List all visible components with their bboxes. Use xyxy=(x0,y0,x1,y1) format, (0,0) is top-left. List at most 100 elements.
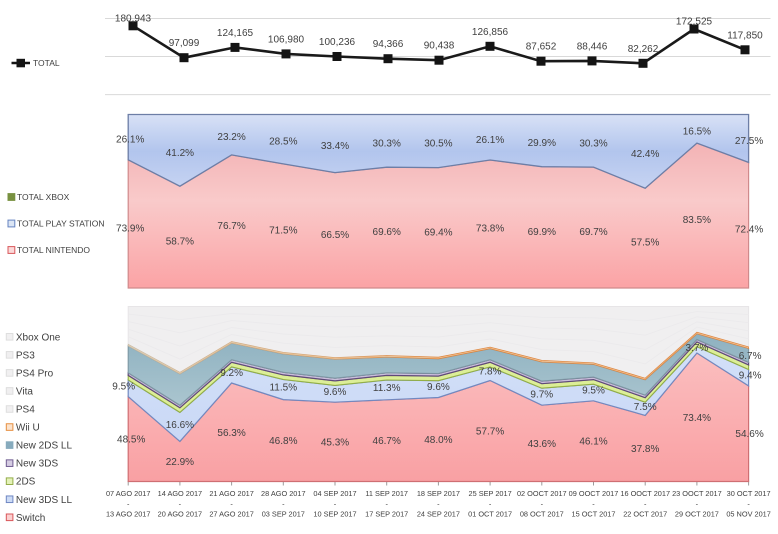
svg-text:24 SEP 2017: 24 SEP 2017 xyxy=(417,510,460,519)
svg-text:14 AGO 2017: 14 AGO 2017 xyxy=(158,489,203,498)
svg-text:20 AGO 2017: 20 AGO 2017 xyxy=(158,510,203,519)
svg-text:09 OOCT 2017: 09 OOCT 2017 xyxy=(569,489,619,498)
svg-text:54.6%: 54.6% xyxy=(735,429,763,440)
svg-text:16.5%: 16.5% xyxy=(683,126,711,137)
svg-text:28.5%: 28.5% xyxy=(269,137,297,148)
svg-text:2DS: 2DS xyxy=(16,477,36,488)
svg-text:90,438: 90,438 xyxy=(424,41,455,52)
svg-text:23 OOCT 2017: 23 OOCT 2017 xyxy=(672,489,722,498)
svg-text:82,262: 82,262 xyxy=(628,44,659,55)
svg-text:-: - xyxy=(696,499,699,508)
svg-text:106,980: 106,980 xyxy=(268,34,305,45)
svg-text:28 AGO 2017: 28 AGO 2017 xyxy=(261,489,306,498)
svg-text:117,850: 117,850 xyxy=(727,30,763,41)
svg-text:21 AGO 2017: 21 AGO 2017 xyxy=(209,489,254,498)
svg-text:97,099: 97,099 xyxy=(169,38,200,49)
svg-text:TOTAL PLAY STATION: TOTAL PLAY STATION xyxy=(17,219,105,229)
svg-text:6.7%: 6.7% xyxy=(739,351,762,362)
svg-text:87,652: 87,652 xyxy=(526,42,557,53)
svg-text:46.1%: 46.1% xyxy=(579,437,607,448)
svg-text:16 OOCT 2017: 16 OOCT 2017 xyxy=(620,489,670,498)
svg-text:9.5%: 9.5% xyxy=(582,386,605,397)
svg-text:57.5%: 57.5% xyxy=(631,238,659,249)
svg-text:-: - xyxy=(179,499,182,508)
svg-text:-: - xyxy=(489,499,492,508)
svg-text:-: - xyxy=(541,499,544,508)
svg-text:48.5%: 48.5% xyxy=(117,435,145,446)
svg-text:11 SEP 2017: 11 SEP 2017 xyxy=(365,489,408,498)
svg-text:-: - xyxy=(127,499,130,508)
svg-text:PS4 Pro: PS4 Pro xyxy=(16,368,54,379)
svg-text:126,856: 126,856 xyxy=(472,27,509,38)
svg-text:-: - xyxy=(747,499,750,508)
svg-text:9.4%: 9.4% xyxy=(739,371,762,382)
svg-text:9.6%: 9.6% xyxy=(324,387,347,398)
svg-text:30.5%: 30.5% xyxy=(424,139,452,150)
svg-text:9.7%: 9.7% xyxy=(530,390,553,401)
svg-text:73.9%: 73.9% xyxy=(116,223,144,234)
svg-text:45.3%: 45.3% xyxy=(321,437,349,448)
svg-text:26.1%: 26.1% xyxy=(476,135,504,146)
svg-text:27 AGO 2017: 27 AGO 2017 xyxy=(209,510,254,519)
svg-text:30 OCT 2017: 30 OCT 2017 xyxy=(727,489,771,498)
svg-text:30.3%: 30.3% xyxy=(579,138,607,149)
svg-text:83.5%: 83.5% xyxy=(683,215,711,226)
svg-text:05 NOV 2017: 05 NOV 2017 xyxy=(726,510,771,519)
svg-text:9.6%: 9.6% xyxy=(427,382,450,393)
svg-text:Vita: Vita xyxy=(16,386,33,397)
svg-text:73.4%: 73.4% xyxy=(683,413,711,424)
svg-text:-: - xyxy=(644,499,647,508)
svg-text:13 AGO 2017: 13 AGO 2017 xyxy=(106,510,151,519)
svg-text:66.5%: 66.5% xyxy=(321,230,349,241)
svg-text:172,525: 172,525 xyxy=(676,17,713,28)
svg-text:11.3%: 11.3% xyxy=(373,383,401,394)
svg-text:48.0%: 48.0% xyxy=(424,435,452,446)
svg-text:11.5%: 11.5% xyxy=(269,383,297,394)
svg-text:69.6%: 69.6% xyxy=(373,227,401,238)
svg-text:42.4%: 42.4% xyxy=(631,149,659,160)
svg-text:04 SEP 2017: 04 SEP 2017 xyxy=(313,489,356,498)
svg-text:15 OCT 2017: 15 OCT 2017 xyxy=(572,510,616,519)
svg-text:3.7%: 3.7% xyxy=(686,343,709,354)
svg-text:16.6%: 16.6% xyxy=(166,420,194,431)
svg-text:02 OOCT 2017: 02 OOCT 2017 xyxy=(517,489,567,498)
svg-text:18 SEP 2017: 18 SEP 2017 xyxy=(417,489,460,498)
svg-text:46.7%: 46.7% xyxy=(373,436,401,447)
svg-text:73.8%: 73.8% xyxy=(476,224,504,235)
svg-text:69.9%: 69.9% xyxy=(528,227,556,238)
svg-text:22 OCT 2017: 22 OCT 2017 xyxy=(623,510,667,519)
svg-text:94,366: 94,366 xyxy=(373,39,404,50)
svg-text:PS4: PS4 xyxy=(16,405,35,416)
svg-text:Switch: Switch xyxy=(16,513,45,524)
svg-text:9.5%: 9.5% xyxy=(112,381,135,392)
svg-text:-: - xyxy=(230,499,233,508)
svg-text:New 2DS LL: New 2DS LL xyxy=(16,441,73,452)
svg-text:-: - xyxy=(334,499,337,508)
svg-text:88,446: 88,446 xyxy=(577,41,608,52)
svg-text:17 SEP 2017: 17 SEP 2017 xyxy=(365,510,408,519)
svg-text:-: - xyxy=(592,499,595,508)
svg-text:29 OCT 2017: 29 OCT 2017 xyxy=(675,510,719,519)
svg-text:23.2%: 23.2% xyxy=(217,132,245,143)
svg-text:-: - xyxy=(385,499,388,508)
svg-text:43.6%: 43.6% xyxy=(528,439,556,450)
svg-text:33.4%: 33.4% xyxy=(321,141,349,152)
svg-text:57.7%: 57.7% xyxy=(476,427,504,438)
svg-text:New 3DS: New 3DS xyxy=(16,459,59,470)
svg-text:9.2%: 9.2% xyxy=(220,368,243,379)
svg-text:22.9%: 22.9% xyxy=(166,457,194,468)
svg-text:03 SEP 2017: 03 SEP 2017 xyxy=(262,510,305,519)
svg-text:25 SEP 2017: 25 SEP 2017 xyxy=(469,489,512,498)
svg-text:New 3DS LL: New 3DS LL xyxy=(16,495,73,506)
svg-text:30.3%: 30.3% xyxy=(373,138,401,149)
svg-text:7.8%: 7.8% xyxy=(479,367,502,378)
svg-text:76.7%: 76.7% xyxy=(217,221,245,232)
svg-text:TOTAL NINTENDO: TOTAL NINTENDO xyxy=(17,245,90,255)
svg-text:01 OCT 2017: 01 OCT 2017 xyxy=(468,510,512,519)
svg-text:71.5%: 71.5% xyxy=(269,225,297,236)
svg-text:46.8%: 46.8% xyxy=(269,436,297,447)
svg-text:29.9%: 29.9% xyxy=(528,138,556,149)
svg-text:41.2%: 41.2% xyxy=(166,148,194,159)
svg-text:-: - xyxy=(282,499,285,508)
svg-text:Wii U: Wii U xyxy=(16,423,40,434)
